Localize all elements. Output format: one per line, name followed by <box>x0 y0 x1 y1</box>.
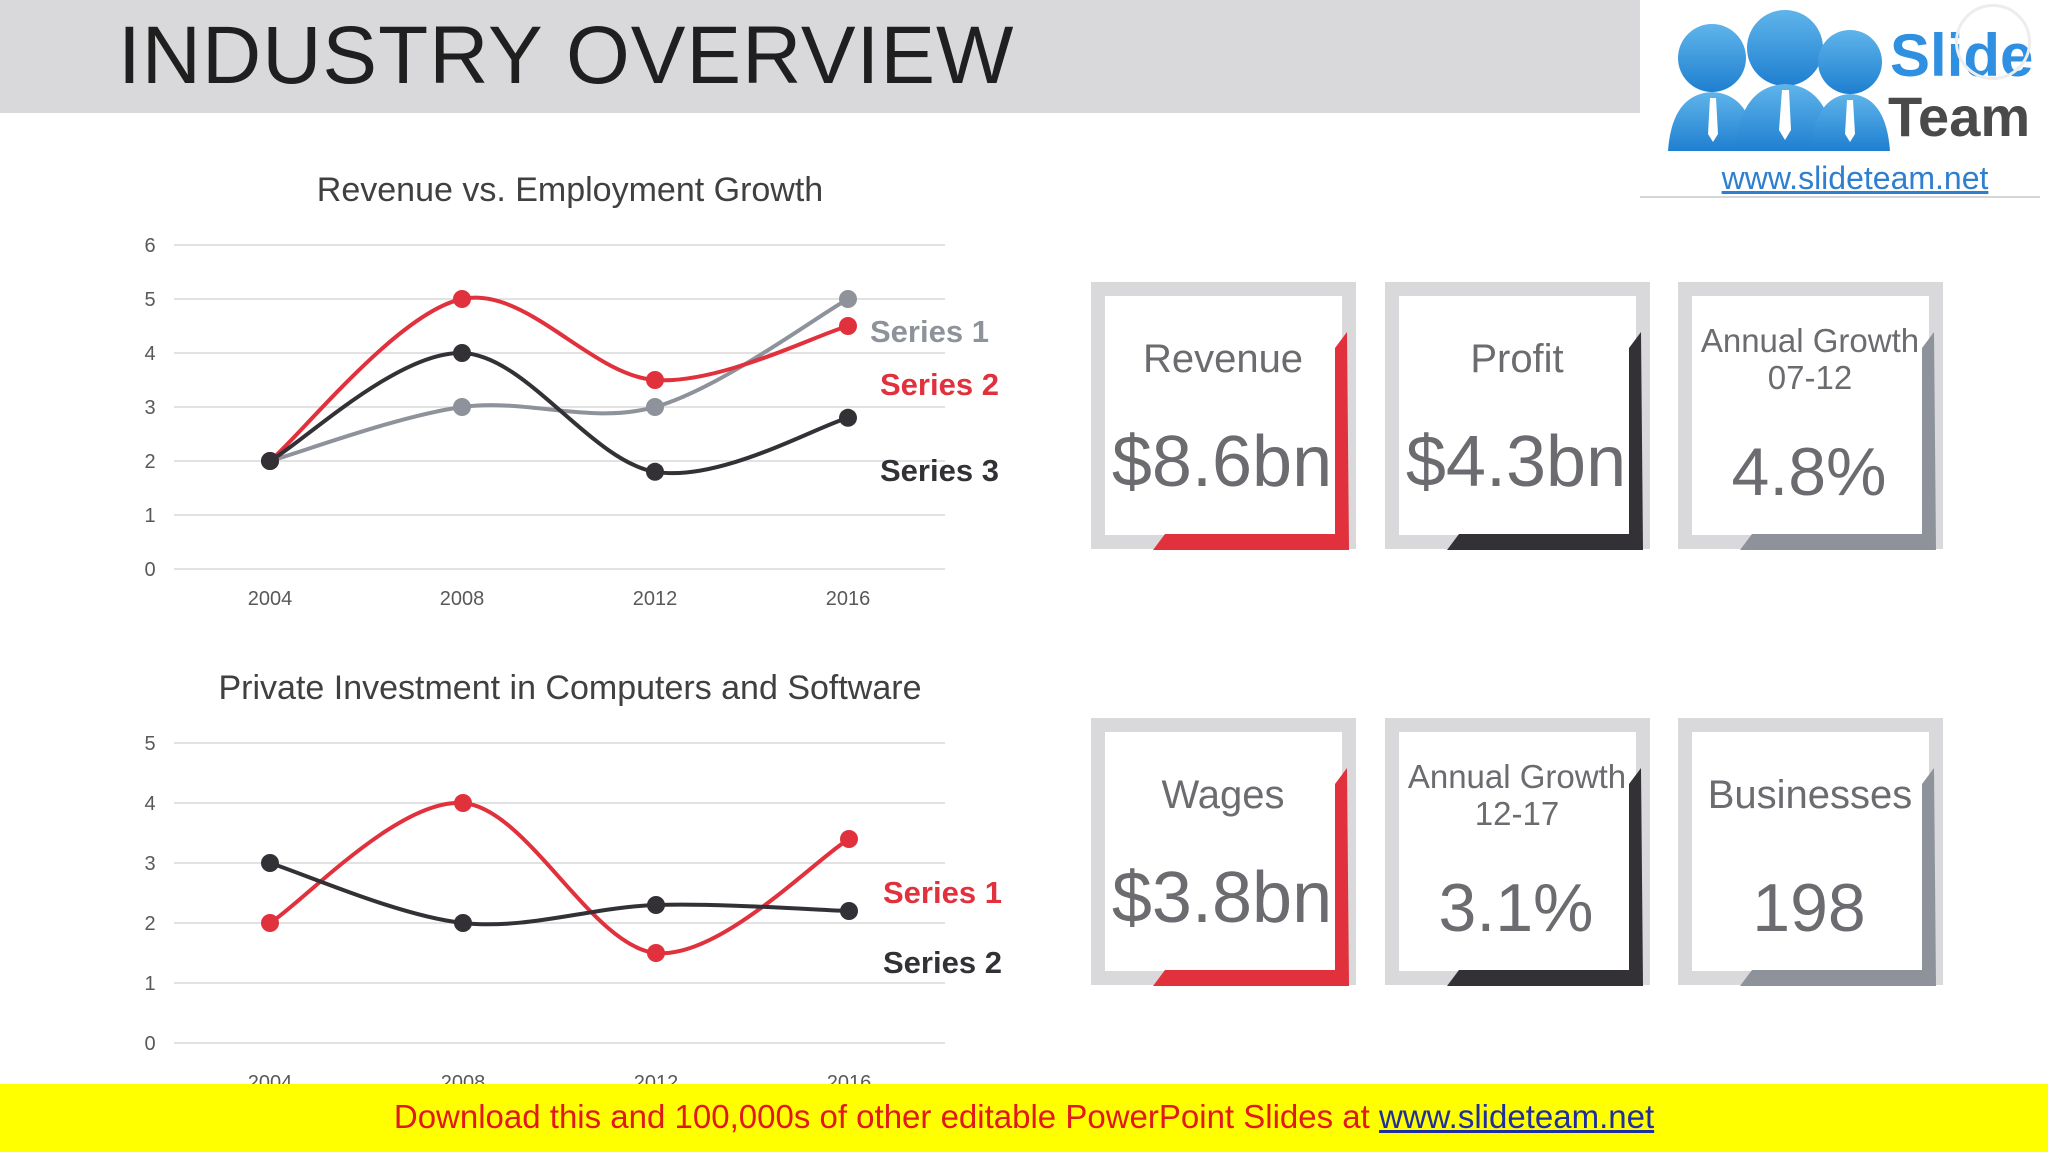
x-tick-label: 2004 <box>248 588 293 610</box>
y-tick-label: 0 <box>144 559 155 581</box>
series-line <box>269 350 849 476</box>
series-label: Series 3 <box>880 453 999 488</box>
data-point <box>647 944 665 962</box>
series-line <box>268 295 849 463</box>
header-band <box>0 0 1640 113</box>
data-point <box>453 344 471 362</box>
y-tick-label: 6 <box>144 235 155 257</box>
card-frame <box>1091 282 1356 550</box>
series-line <box>268 800 851 956</box>
kpi-card: Wages $3.8bn <box>1091 718 1361 988</box>
data-point <box>646 398 664 416</box>
footer-text: Download this and 100,000s of other edit… <box>0 1098 2048 1136</box>
kpi-card: Profit $4.3bn <box>1385 282 1655 552</box>
kpi-value: $3.8bn <box>1111 858 1333 938</box>
series-label: Series 2 <box>880 367 999 402</box>
series-label: Series 1 <box>870 314 989 349</box>
y-tick-label: 2 <box>144 451 155 473</box>
kpi-label: Businesses <box>1707 773 1913 817</box>
kpi-card: Annual Growth 12-17 3.1% <box>1385 718 1655 988</box>
data-point <box>646 462 664 481</box>
data-point <box>646 371 664 389</box>
y-tick-label: 3 <box>144 853 155 875</box>
card-frame <box>1678 718 1943 986</box>
data-point <box>261 914 279 932</box>
data-point <box>453 398 471 416</box>
kpi-card: Revenue $8.6bn <box>1091 282 1361 552</box>
data-point <box>839 317 857 335</box>
x-tick-label: 2016 <box>826 588 871 610</box>
x-tick-label: 2012 <box>633 588 678 610</box>
data-point <box>839 408 857 427</box>
y-tick-label: 0 <box>144 1033 155 1055</box>
y-tick-label: 5 <box>144 733 155 755</box>
y-tick-label: 3 <box>144 397 155 419</box>
footer-message: Download this and 100,000s of other edit… <box>393 1098 1379 1135</box>
kpi-label: Wages <box>1161 773 1285 817</box>
kpi-card: Businesses 198 <box>1678 718 1948 988</box>
logo-word-team: Team <box>1888 85 2030 148</box>
data-point <box>454 914 472 932</box>
chart-title: Private Investment in Computers and Soft… <box>218 669 922 707</box>
y-tick-label: 5 <box>144 289 155 311</box>
data-point <box>647 896 665 914</box>
line-chart-1: 0 1 2 3 4 5 6 2004 2008 2012 2016 Series 1 Series 2 S… <box>144 235 999 610</box>
footer-link[interactable]: www.slideteam.net <box>1379 1098 1655 1135</box>
footer-banner: Download this and 100,000s of other edit… <box>0 1084 2048 1152</box>
chart-title: Revenue vs. Employment Growth <box>316 171 824 209</box>
y-tick-label: 4 <box>144 343 155 365</box>
page-title: INDUSTRY OVERVIEW <box>118 10 1015 101</box>
data-point <box>839 290 857 308</box>
x-tick-label: 2008 <box>440 588 485 610</box>
kpi-card: Annual Growth 07-12 4.8% <box>1678 282 1948 552</box>
kpi-label: Annual Growth 07-12 <box>1700 322 1920 396</box>
card-frame <box>1091 718 1356 986</box>
kpi-label: Revenue <box>1142 337 1304 381</box>
kpi-value: $8.6bn <box>1111 422 1333 502</box>
y-tick-label: 4 <box>144 793 155 815</box>
series-label: Series 2 <box>883 945 1002 980</box>
data-point <box>261 452 279 470</box>
data-point <box>840 830 858 848</box>
kpi-label: Profit <box>1470 337 1564 381</box>
card-frame <box>1678 282 1943 550</box>
kpi-value: 198 <box>1752 870 1866 946</box>
series-label: Series 1 <box>883 875 1002 910</box>
data-point <box>261 854 279 872</box>
data-point <box>840 902 858 920</box>
y-tick-label: 1 <box>144 505 155 527</box>
logo-url-link[interactable]: www.slideteam.net <box>1721 160 1989 196</box>
kpi-label: Annual Growth 12-17 <box>1407 758 1627 832</box>
series-line <box>269 861 850 927</box>
y-tick-label: 2 <box>144 913 155 935</box>
kpi-value: 3.1% <box>1438 870 1594 946</box>
y-tick-label: 1 <box>144 973 155 995</box>
card-frame <box>1385 282 1650 550</box>
data-point <box>453 290 471 308</box>
corner-circle <box>1955 4 2031 80</box>
kpi-value: 4.8% <box>1731 434 1887 510</box>
data-point <box>454 794 472 812</box>
card-frame <box>1385 718 1650 986</box>
kpi-value: $4.3bn <box>1405 422 1627 502</box>
series-line <box>269 297 849 463</box>
